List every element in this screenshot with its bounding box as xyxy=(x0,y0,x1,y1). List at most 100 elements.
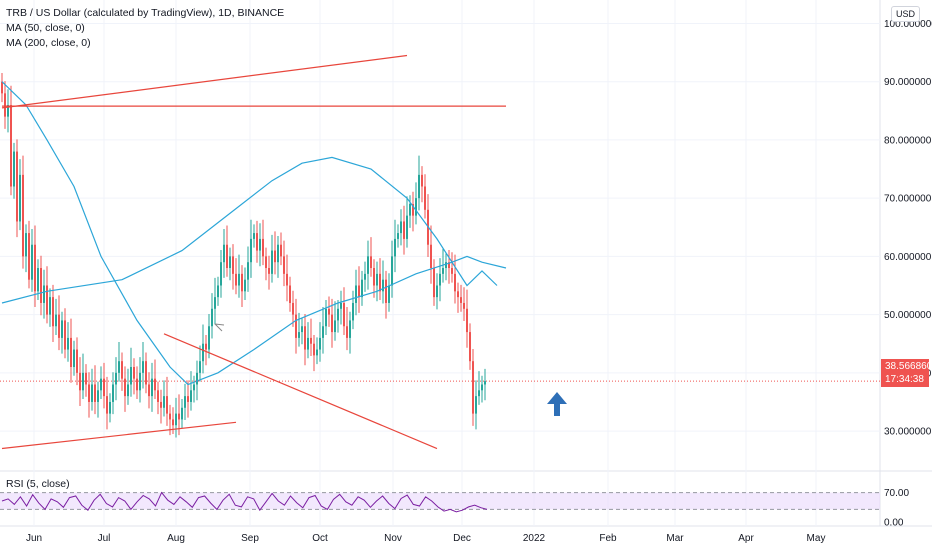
candle-body xyxy=(16,151,18,222)
candle-body xyxy=(364,273,366,280)
up-arrow-annotation xyxy=(547,392,567,416)
candle-body xyxy=(394,238,396,257)
candle xyxy=(430,225,432,284)
candle xyxy=(436,273,438,310)
candle xyxy=(181,399,183,429)
candle xyxy=(199,345,201,382)
candle-body xyxy=(58,314,60,338)
candle xyxy=(163,380,165,417)
trendline xyxy=(163,333,438,450)
candle-body xyxy=(241,273,243,292)
candle xyxy=(412,191,414,232)
candle xyxy=(343,287,345,335)
candle xyxy=(208,314,210,359)
candle xyxy=(337,300,339,333)
candle-body xyxy=(406,215,408,239)
ma200-label[interactable]: MA (200, close, 0) xyxy=(6,37,91,49)
candle-body xyxy=(148,384,150,397)
candle xyxy=(382,260,384,304)
candle-body xyxy=(268,268,270,274)
candle xyxy=(25,224,27,273)
candle xyxy=(52,284,54,342)
candle xyxy=(166,376,168,426)
candle xyxy=(229,247,231,281)
candle-body xyxy=(202,343,204,362)
candle xyxy=(466,289,468,348)
candle xyxy=(340,290,342,325)
x-tick-label: Jun xyxy=(26,533,42,544)
candle-body xyxy=(88,384,90,402)
candle-body xyxy=(217,285,219,298)
candle xyxy=(325,300,327,335)
candle-body xyxy=(418,174,420,199)
candle xyxy=(400,209,402,246)
candle xyxy=(358,266,360,313)
candle-body xyxy=(439,273,441,286)
candle xyxy=(49,288,51,327)
candle xyxy=(133,358,135,395)
candle xyxy=(70,318,72,383)
ma50-label[interactable]: MA (50, close, 0) xyxy=(6,22,85,34)
candle-body xyxy=(235,273,237,286)
candle-body xyxy=(232,256,234,274)
candle xyxy=(79,357,81,407)
chart-title: TRB / US Dollar (calculated by TradingVi… xyxy=(6,7,285,19)
candle-body xyxy=(349,320,351,338)
y-tick-label: 70.000000 xyxy=(884,194,932,205)
rsi-band xyxy=(0,492,880,510)
trendline xyxy=(1,54,408,109)
candle xyxy=(388,273,390,312)
candle xyxy=(481,375,483,403)
candle xyxy=(451,252,453,283)
candle-body xyxy=(466,308,468,333)
candle xyxy=(352,290,354,330)
candle xyxy=(301,317,303,345)
x-tick-label: Sep xyxy=(241,533,259,544)
candle xyxy=(157,381,159,415)
candle-body xyxy=(286,273,288,286)
candle-body xyxy=(295,314,297,338)
candle-body xyxy=(358,285,360,298)
x-tick-label: May xyxy=(807,533,826,544)
candle xyxy=(139,357,141,403)
candle-body xyxy=(7,104,9,117)
candle-body xyxy=(475,396,477,414)
candle xyxy=(55,298,57,335)
candle-body xyxy=(484,381,486,385)
candle-body xyxy=(187,396,189,402)
candle-body xyxy=(37,268,39,292)
candle-body xyxy=(481,384,483,391)
candle-body xyxy=(190,390,192,402)
candle-body xyxy=(172,419,174,426)
candle-body xyxy=(73,349,75,368)
candle-body xyxy=(214,297,216,309)
candle-body xyxy=(226,244,228,269)
candle-body xyxy=(373,268,375,286)
candle xyxy=(457,282,459,313)
candle-body xyxy=(199,361,201,373)
candle xyxy=(145,352,147,394)
candle xyxy=(85,364,87,397)
up-arrow-icon xyxy=(547,392,567,416)
trendline xyxy=(1,421,237,450)
rsi-label[interactable]: RSI (5, close) xyxy=(6,478,70,490)
candle xyxy=(187,380,189,418)
candle xyxy=(160,389,162,424)
candle-body xyxy=(76,349,78,373)
candle xyxy=(268,255,270,290)
candle-body xyxy=(376,273,378,286)
candle xyxy=(244,267,246,301)
candle xyxy=(379,258,381,301)
y-tick-label: 60.000000 xyxy=(884,252,932,263)
candle-body xyxy=(454,273,456,292)
candle xyxy=(112,372,114,415)
candle-body xyxy=(139,372,141,391)
candle-body xyxy=(61,320,63,338)
candle xyxy=(478,371,480,405)
candle-body xyxy=(178,413,180,420)
currency-button[interactable]: USD xyxy=(890,6,920,22)
candle xyxy=(205,334,207,366)
candle xyxy=(214,277,216,325)
candles xyxy=(1,72,486,438)
